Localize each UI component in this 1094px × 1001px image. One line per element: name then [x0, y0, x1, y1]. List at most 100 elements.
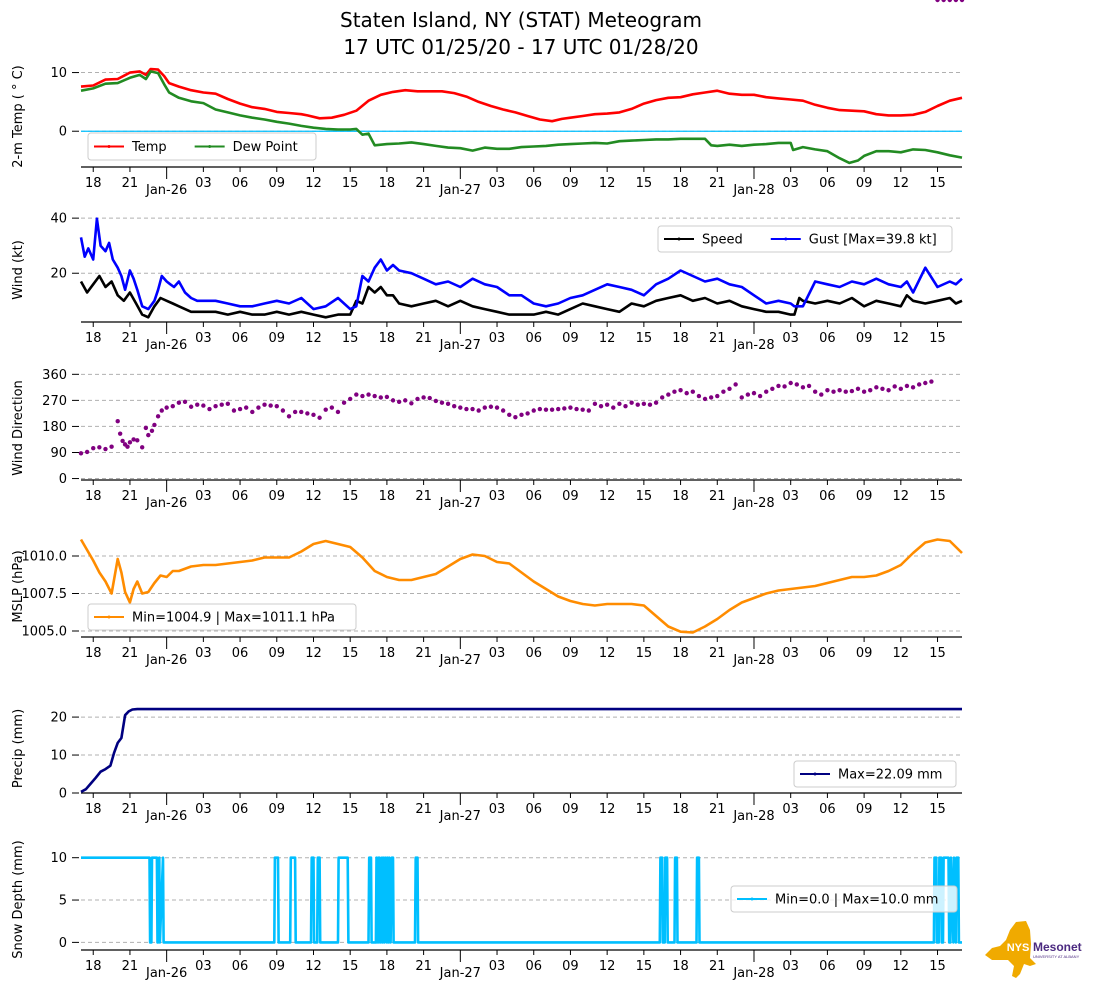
data-point — [702, 396, 708, 402]
x-tick-label: 21 — [415, 176, 432, 191]
legend: Speed Gust [Max=39.8 kt] — [657, 225, 953, 253]
data-point — [243, 405, 249, 410]
data-point — [672, 389, 677, 394]
data-point — [880, 386, 885, 391]
x-tick-label: 18 — [85, 489, 102, 504]
data-point — [812, 389, 818, 394]
data-point — [286, 414, 292, 419]
y-tick-label: 5 — [59, 894, 67, 909]
x-tick-label: 03 — [489, 489, 506, 504]
x-tick-label: 06 — [232, 802, 249, 817]
data-point — [488, 404, 494, 409]
y-tick-label: 1005.0 — [22, 625, 68, 640]
data-point — [519, 412, 524, 418]
data-point — [103, 446, 108, 452]
x-day-label: Jan-26 — [145, 183, 187, 198]
x-tick-label: 09 — [562, 959, 579, 974]
data-point — [256, 405, 261, 410]
x-tick-label: 03 — [489, 176, 506, 191]
legend: Min=1004.9 | Max=1011.1 hPa — [87, 603, 357, 631]
data-point — [109, 444, 114, 449]
legend-marker — [677, 237, 681, 241]
x-tick-label: 12 — [599, 802, 616, 817]
y-tick-label: 10 — [50, 66, 67, 81]
x-tick-label: 21 — [122, 331, 139, 346]
x-tick-label: 03 — [489, 646, 506, 661]
x-day-label: Jan-28 — [732, 496, 774, 511]
x-tick-label: 15 — [636, 802, 653, 817]
x-tick-label: 06 — [525, 176, 542, 191]
x-tick-label: 18 — [672, 176, 689, 191]
x-tick-label: 06 — [232, 646, 249, 661]
legend-marker — [107, 145, 111, 148]
x-tick-label: 09 — [562, 176, 579, 191]
data-point — [299, 409, 304, 415]
x-tick-label: 15 — [929, 331, 946, 346]
x-tick-label: 06 — [232, 959, 249, 974]
data-point — [384, 394, 390, 400]
data-point — [494, 405, 500, 410]
panel-temperature: 0 10 2-m Temp ( ° C) 18 21 03 06 09 12 15 18 21 03 06… — [11, 65, 963, 198]
data-point — [170, 403, 175, 409]
data-point — [598, 403, 604, 409]
x-day-label: Jan-27 — [439, 496, 481, 511]
x-day-label: Jan-28 — [732, 183, 774, 198]
data-point — [580, 407, 585, 412]
x-day-label: Jan-28 — [732, 653, 774, 668]
data-point — [207, 406, 212, 412]
x-tick-label: 21 — [122, 802, 139, 817]
data-point — [500, 408, 506, 413]
x-tick-label: 12 — [599, 176, 616, 191]
data-point — [751, 390, 757, 396]
x-tick-label: 15 — [929, 802, 946, 817]
x-tick-label: 12 — [599, 331, 616, 346]
x-tick-label: 09 — [269, 176, 286, 191]
data-point — [97, 445, 102, 450]
x-day-label: Jan-26 — [145, 338, 187, 353]
y-tick-label: 360 — [42, 368, 67, 383]
x-tick-label: 09 — [562, 489, 579, 504]
x-tick-label: 03 — [782, 802, 799, 817]
data-point — [159, 408, 164, 413]
x-tick-label: 06 — [819, 489, 836, 504]
data-point — [586, 408, 591, 413]
data-point — [427, 395, 432, 401]
x-tick-label: 12 — [305, 802, 322, 817]
data-point — [819, 392, 824, 397]
x-tick-label: 15 — [636, 331, 653, 346]
x-tick-label: 06 — [819, 176, 836, 191]
x-day-label: Jan-28 — [732, 338, 774, 353]
y-axis-label: Wind Direction — [11, 380, 26, 476]
data-point — [366, 392, 371, 397]
legend-box — [87, 603, 357, 631]
x-tick-label: 12 — [305, 331, 322, 346]
data-point — [421, 395, 426, 400]
data-point — [135, 438, 140, 443]
x-tick-label: 09 — [856, 802, 873, 817]
data-point — [237, 406, 243, 412]
x-tick-label: 18 — [672, 331, 689, 346]
data-point — [152, 422, 157, 428]
y-tick-label: 270 — [42, 394, 67, 409]
legend-label: Dew Point — [233, 140, 298, 155]
x-day-label: Jan-28 — [732, 966, 774, 981]
x-tick-label: 12 — [599, 959, 616, 974]
x-tick-label: 18 — [672, 802, 689, 817]
data-point — [131, 437, 136, 442]
data-point — [916, 382, 922, 387]
data-point — [250, 409, 255, 415]
data-point — [84, 449, 90, 455]
y-tick-label: 20 — [50, 711, 67, 726]
y-tick-label: 40 — [50, 212, 67, 227]
data-point — [476, 408, 481, 413]
y-tick-label: 0 — [59, 936, 67, 951]
x-tick-label: 21 — [709, 646, 726, 661]
y-axis-label: Wind (kt) — [11, 240, 26, 300]
data-point — [757, 393, 763, 399]
series-line-min-0-0-max-10-0-mm — [81, 856, 962, 944]
x-tick-label: 18 — [85, 176, 102, 191]
data-point — [721, 389, 726, 394]
data-point — [323, 407, 328, 412]
x-tick-label: 15 — [342, 646, 359, 661]
